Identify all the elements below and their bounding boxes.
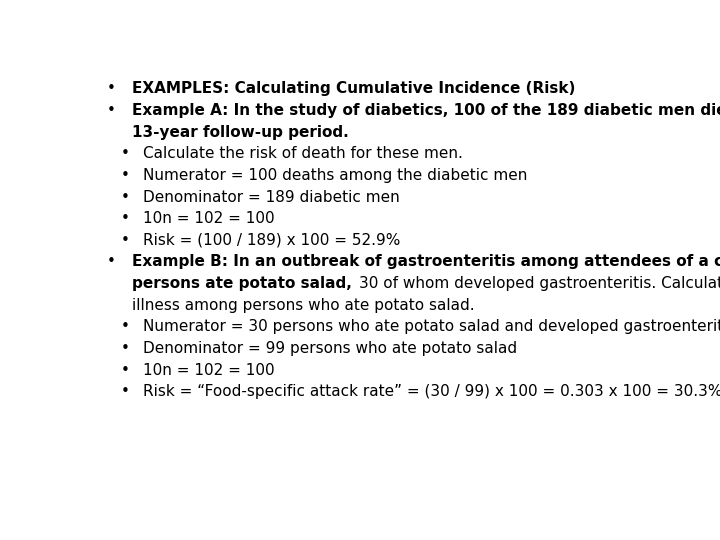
Text: •: • bbox=[107, 254, 116, 269]
Text: •: • bbox=[121, 319, 130, 334]
Text: •: • bbox=[107, 82, 116, 97]
Text: 30 of whom developed gastroenteritis. Calculate the risk of: 30 of whom developed gastroenteritis. Ca… bbox=[359, 276, 720, 291]
Text: Numerator = 100 deaths among the diabetic men: Numerator = 100 deaths among the diabeti… bbox=[143, 168, 527, 183]
Text: Risk = (100 / 189) x 100 = 52.9%: Risk = (100 / 189) x 100 = 52.9% bbox=[143, 233, 400, 248]
Text: Denominator = 189 diabetic men: Denominator = 189 diabetic men bbox=[143, 190, 400, 205]
Text: •: • bbox=[121, 211, 130, 226]
Text: 10n = 102 = 100: 10n = 102 = 100 bbox=[143, 362, 274, 377]
Text: Example A: In the study of diabetics, 100 of the 189 diabetic men died during th: Example A: In the study of diabetics, 10… bbox=[132, 103, 720, 118]
Text: •: • bbox=[121, 362, 130, 377]
Text: •: • bbox=[121, 168, 130, 183]
Text: Denominator = 99 persons who ate potato salad: Denominator = 99 persons who ate potato … bbox=[143, 341, 517, 356]
Text: Numerator = 30 persons who ate potato salad and developed gastroenteritis: Numerator = 30 persons who ate potato sa… bbox=[143, 319, 720, 334]
Text: •: • bbox=[121, 233, 130, 248]
Text: Example B: In an outbreak of gastroenteritis among attendees of a corporate picn: Example B: In an outbreak of gastroenter… bbox=[132, 254, 720, 269]
Text: •: • bbox=[121, 190, 130, 205]
Text: •: • bbox=[121, 146, 130, 161]
Text: persons ate potato salad,: persons ate potato salad, bbox=[132, 276, 352, 291]
Text: •: • bbox=[121, 341, 130, 356]
Text: Calculate the risk of death for these men.: Calculate the risk of death for these me… bbox=[143, 146, 463, 161]
Text: illness among persons who ate potato salad.: illness among persons who ate potato sal… bbox=[132, 298, 474, 313]
Text: •: • bbox=[107, 103, 116, 118]
Text: Risk = “Food-specific attack rate” = (30 / 99) x 100 = 0.303 x 100 = 30.3%: Risk = “Food-specific attack rate” = (30… bbox=[143, 384, 720, 399]
Text: EXAMPLES: Calculating Cumulative Incidence (Risk): EXAMPLES: Calculating Cumulative Inciden… bbox=[132, 82, 575, 97]
Text: 13-year follow-up period.: 13-year follow-up period. bbox=[132, 125, 348, 140]
Text: 10n = 102 = 100: 10n = 102 = 100 bbox=[143, 211, 274, 226]
Text: •: • bbox=[121, 384, 130, 399]
